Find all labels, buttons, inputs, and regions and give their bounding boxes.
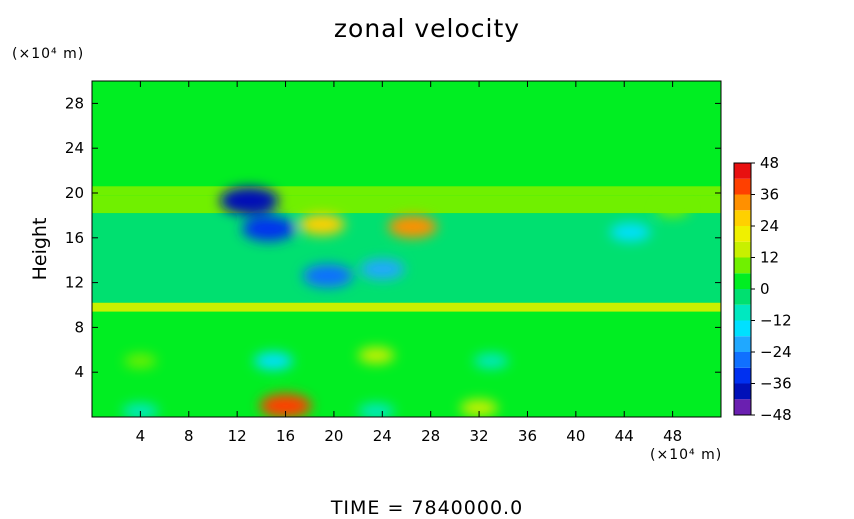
colorbar-segment — [734, 163, 751, 179]
y-tick-label: 24 — [65, 139, 84, 157]
time-footer: TIME = 7840000.0 — [330, 497, 524, 519]
colorbar-segment — [734, 194, 751, 211]
field-band — [92, 81, 721, 187]
field-band — [92, 311, 721, 417]
colorbar-segment — [734, 178, 751, 195]
colorbar-segment — [734, 383, 751, 400]
velocity-feature — [253, 352, 294, 370]
field-band — [92, 302, 721, 312]
velocity-feature — [473, 353, 509, 369]
field-band — [92, 195, 721, 214]
velocity-feature — [358, 403, 395, 417]
colorbar-tick-label: 48 — [760, 154, 779, 172]
velocity-feature — [609, 222, 651, 242]
x-tick-label: 32 — [470, 427, 489, 445]
colorbar-tick-label: −48 — [760, 406, 792, 424]
y-tick-label: 16 — [65, 229, 84, 247]
velocity-feature — [242, 216, 296, 242]
velocity-feature — [219, 186, 279, 215]
colorbar-tick-label: −24 — [760, 343, 792, 361]
colorbar-segment — [734, 352, 751, 368]
x-tick-label: 44 — [615, 427, 634, 445]
field-band — [92, 186, 721, 196]
colorbar-tick-label: 36 — [760, 186, 779, 204]
y-tick-label: 8 — [74, 318, 84, 336]
colorbar-tick-label: −12 — [760, 312, 792, 330]
colorbar-segment — [734, 304, 751, 321]
x-tick-label: 40 — [566, 427, 585, 445]
y-tick-label: 20 — [65, 184, 84, 202]
y-tick-label: 12 — [65, 274, 84, 292]
chart-title: zonal velocity — [333, 14, 521, 43]
colorbar-segment — [734, 257, 751, 274]
velocity-feature — [124, 353, 157, 369]
colorbar-tick-label: −36 — [760, 375, 792, 393]
velocity-feature — [359, 258, 405, 280]
colorbar-segment — [734, 226, 751, 242]
velocity-feature — [259, 393, 312, 417]
colorbar-tick-label: 12 — [760, 249, 779, 267]
plot-frame — [91, 80, 722, 418]
x-tick-label: 28 — [421, 427, 440, 445]
x-tick-label: 20 — [324, 427, 343, 445]
velocity-feature — [460, 399, 498, 417]
x-tick-label: 16 — [276, 427, 295, 445]
velocity-feature — [122, 403, 159, 417]
velocity-feature — [358, 347, 395, 364]
colorbar-tick-label: 0 — [760, 280, 770, 298]
colorbar-segment — [734, 241, 751, 258]
colorbar-segment — [734, 320, 751, 337]
velocity-feature — [388, 215, 438, 239]
colorbar-segment — [734, 367, 751, 384]
x-tick-label: 12 — [228, 427, 247, 445]
colorbar-segment — [734, 289, 751, 305]
velocity-field — [92, 81, 721, 417]
x-tick-label: 24 — [373, 427, 392, 445]
x-tick-label: 36 — [518, 427, 537, 445]
y-tick-label: 28 — [65, 94, 84, 112]
y-axis-unit: (×10⁴ m) — [12, 46, 85, 62]
x-axis-unit: (×10⁴ m) — [650, 447, 723, 463]
velocity-feature — [655, 202, 690, 218]
colorbar-segment — [734, 273, 751, 289]
x-tick-label: 4 — [136, 427, 146, 445]
colorbar-segment — [734, 399, 751, 415]
colorbar-tick-label: 24 — [760, 217, 779, 235]
x-tick-label: 8 — [184, 427, 194, 445]
velocity-feature — [302, 264, 354, 288]
colorbar-segment — [734, 210, 751, 226]
colorbar-segment — [734, 336, 751, 352]
y-tick-label: 4 — [74, 363, 84, 381]
x-tick-label: 48 — [663, 427, 682, 445]
velocity-feature — [298, 213, 345, 236]
